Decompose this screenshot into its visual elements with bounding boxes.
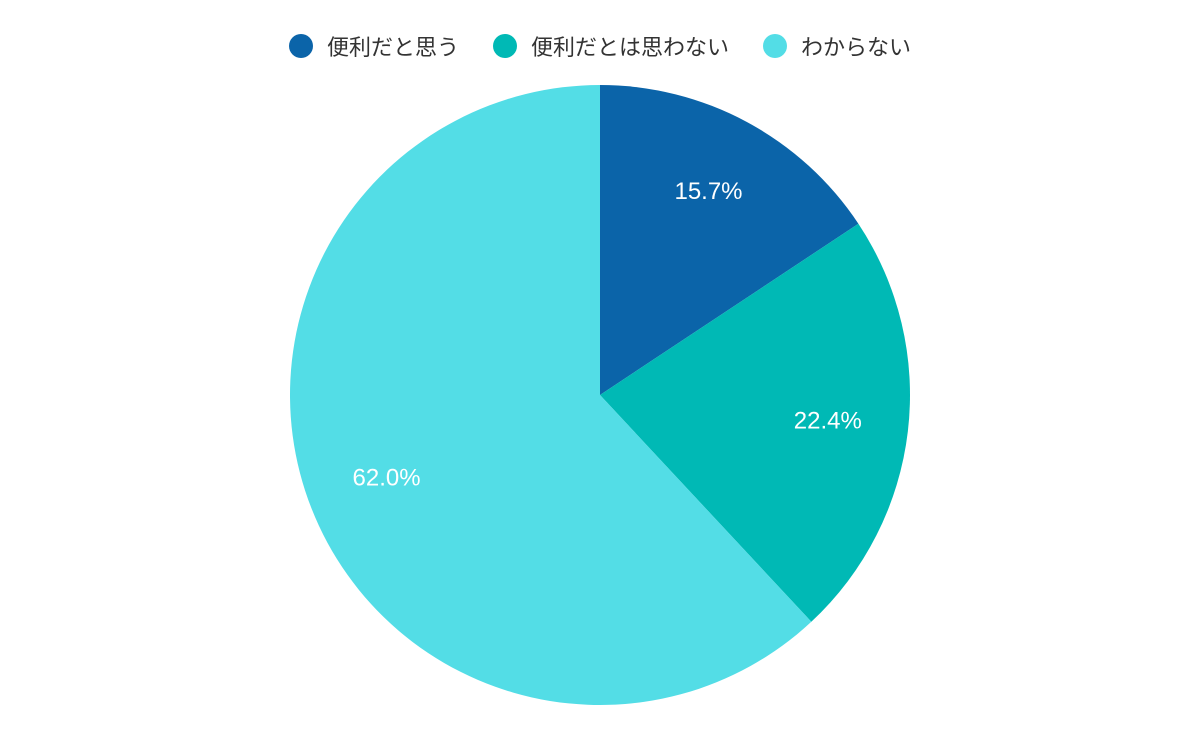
legend-item: わからない [763,30,911,62]
legend-marker [492,34,517,58]
data-label: 62.0% [353,464,421,491]
legend-marker [288,34,313,58]
legend-marker [763,34,787,58]
pie-slice [600,223,911,622]
legend-label: わからない [801,35,912,60]
legend-item: 便利だとは思わない [492,30,729,62]
data-label: 22.4% [794,407,862,434]
legend-label: 便利だとは思わない [530,35,729,60]
pie-slice [290,85,812,705]
pie-slice [600,85,859,395]
legend-label: 便利だと思う [326,35,459,60]
data-label: 15.7% [674,178,742,205]
legend-item: 便利だと思う [288,30,459,62]
legend: 便利だと思う 便利だとは思わない わからない [0,30,1200,62]
